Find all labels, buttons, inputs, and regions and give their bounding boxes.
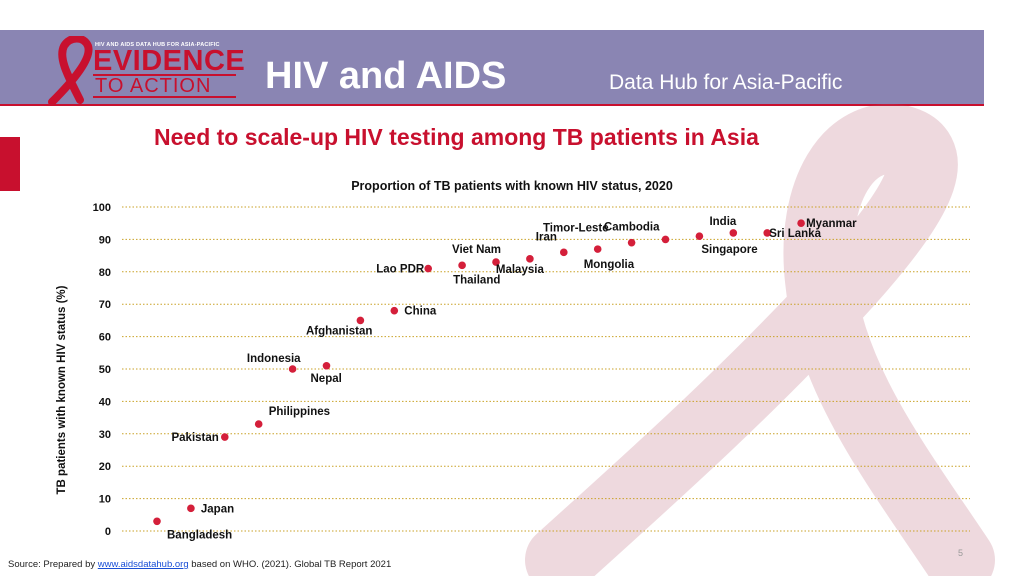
source-suffix: based on WHO. (2021). Global TB Report 2… bbox=[188, 559, 392, 570]
data-point-label: Mongolia bbox=[584, 259, 635, 271]
data-point bbox=[492, 258, 500, 266]
data-point bbox=[695, 232, 704, 240]
data-point-label: Cambodia bbox=[604, 221, 660, 233]
page-title: Need to scale-up HIV testing among TB pa… bbox=[154, 124, 759, 150]
y-tick-label: 100 bbox=[93, 202, 111, 214]
data-point-label: Pakistan bbox=[171, 432, 218, 444]
y-tick-label: 70 bbox=[99, 299, 111, 311]
data-point bbox=[458, 261, 466, 270]
data-point bbox=[322, 361, 331, 370]
data-point-label: China bbox=[404, 306, 437, 318]
y-tick-label: 50 bbox=[99, 364, 111, 376]
data-point bbox=[627, 238, 636, 247]
page-number: 5 bbox=[958, 548, 964, 558]
logo-evidence-text: EVIDENCE bbox=[93, 45, 246, 77]
data-point bbox=[763, 229, 771, 237]
y-tick-label: 80 bbox=[99, 267, 111, 279]
slide-marker bbox=[0, 137, 20, 191]
data-point bbox=[221, 433, 229, 441]
data-point-label: Philippines bbox=[269, 406, 330, 418]
data-point-label: Iran bbox=[536, 231, 557, 243]
y-tick-label: 40 bbox=[99, 396, 111, 408]
y-tick-label: 10 bbox=[99, 494, 111, 506]
data-point bbox=[560, 248, 568, 257]
data-point-label: Viet Nam bbox=[452, 244, 501, 256]
data-point-label: Malaysia bbox=[496, 264, 545, 276]
logo-action-text: TO ACTION bbox=[95, 75, 212, 97]
data-point-label: Lao PDR bbox=[376, 264, 425, 276]
logo-action-frame bbox=[93, 74, 236, 98]
header-divider bbox=[0, 104, 984, 106]
data-point bbox=[254, 420, 263, 428]
source-link[interactable]: www.aidsdatahub.org bbox=[97, 559, 189, 570]
background-ribbon-watermark bbox=[525, 104, 995, 576]
data-point bbox=[797, 219, 805, 227]
y-tick-label: 90 bbox=[99, 234, 111, 246]
data-point-label: Singapore bbox=[701, 244, 757, 256]
data-point-label: Indonesia bbox=[247, 353, 301, 365]
data-point-label: Japan bbox=[201, 503, 234, 515]
y-axis-title: TB patients with known HIV status (%) bbox=[56, 285, 68, 494]
data-point bbox=[526, 255, 534, 263]
data-point-label: Sri Lanka bbox=[769, 228, 821, 240]
chart-title: Proportion of TB patients with known HIV… bbox=[351, 179, 673, 193]
header-bar bbox=[0, 30, 984, 104]
data-point bbox=[729, 229, 738, 237]
data-point-label: Bangladesh bbox=[167, 529, 232, 541]
app-subtitle: Data Hub for Asia-Pacific bbox=[609, 71, 843, 94]
source-prefix: Source: Prepared by bbox=[8, 559, 98, 570]
source-note: Source: Prepared by www.aidsdatahub.org … bbox=[8, 559, 391, 570]
app-title: HIV and AIDS bbox=[265, 55, 507, 97]
data-point bbox=[153, 517, 161, 526]
data-point-label: Afghanistan bbox=[306, 325, 372, 337]
data-point-label: Nepal bbox=[311, 373, 342, 385]
red-ribbon-icon bbox=[48, 36, 93, 106]
data-point-label: Myanmar bbox=[806, 218, 857, 230]
data-point bbox=[187, 504, 195, 513]
data-point bbox=[356, 316, 365, 325]
y-tick-label: 60 bbox=[99, 332, 111, 344]
data-point bbox=[288, 365, 297, 373]
data-point bbox=[424, 264, 433, 273]
data-point bbox=[661, 235, 670, 244]
y-tick-label: 30 bbox=[99, 429, 111, 441]
data-point-label: Thailand bbox=[453, 274, 500, 286]
data-point bbox=[390, 306, 399, 315]
data-point bbox=[593, 245, 602, 253]
y-tick-label: 20 bbox=[99, 461, 111, 473]
logo-top-text: HIV AND AIDS DATA HUB FOR ASIA-PACIFIC bbox=[95, 42, 220, 48]
data-point-label: India bbox=[709, 216, 736, 228]
data-point-label: Timor-Leste bbox=[543, 223, 609, 235]
y-tick-label: 0 bbox=[105, 526, 111, 538]
